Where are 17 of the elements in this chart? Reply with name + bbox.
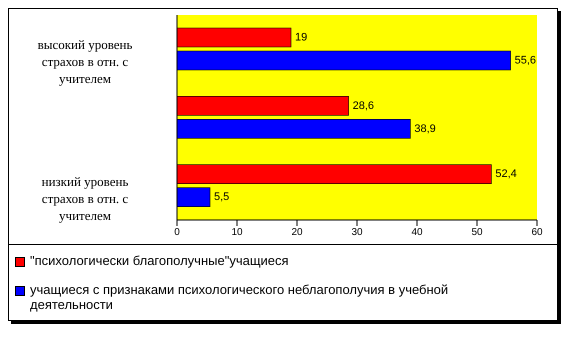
legend-label: учащиеся с признаками психологического неблагополучия в учебной деятельности (30, 282, 450, 312)
data-label: 28,6 (352, 100, 374, 112)
data-label: 38,9 (414, 122, 436, 135)
data-label: 52,4 (495, 168, 517, 180)
x-tick-label: 60 (531, 227, 543, 238)
y-tick-label: высокий уровень страхов в отн. с учителем (38, 37, 132, 86)
x-tick-label: 40 (411, 227, 423, 238)
x-tick-label: 30 (351, 227, 363, 238)
data-label: 19 (295, 32, 308, 44)
x-tick-label: 20 (291, 227, 303, 238)
data-label: 5,5 (214, 191, 230, 204)
x-tick-label: 50 (471, 227, 483, 238)
data-label: 55,6 (514, 54, 536, 66)
x-tick-label: 0 (174, 227, 180, 238)
y-tick-label: низкий уровень страхов в отн. с учителем (42, 174, 128, 223)
x-tick-label: 10 (231, 227, 243, 238)
legend-label: "психологически благополучные"учащиеся (30, 253, 290, 268)
